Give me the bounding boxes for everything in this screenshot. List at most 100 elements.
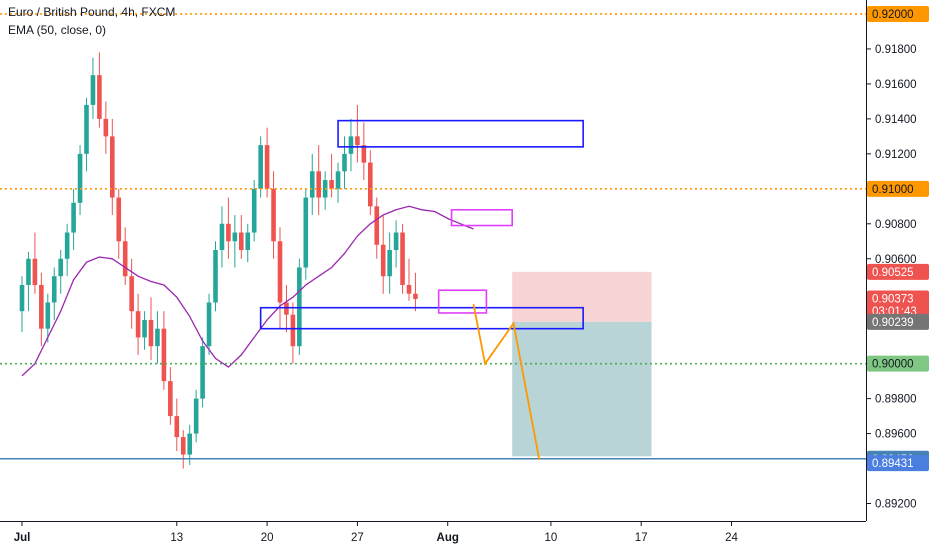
price-tick-label: 0.91400 bbox=[875, 114, 917, 126]
candle-body bbox=[90, 75, 96, 105]
price-tick-label: 0.90600 bbox=[875, 254, 917, 266]
time-tick-label: Jul bbox=[14, 532, 31, 544]
candle-body bbox=[51, 276, 57, 303]
candle-body bbox=[316, 171, 321, 198]
projection-path bbox=[472, 304, 541, 460]
candle-body bbox=[290, 314, 296, 347]
price-badge-bg bbox=[867, 290, 929, 307]
candle-body bbox=[116, 197, 122, 242]
drawn-boxes bbox=[259, 119, 584, 330]
candle-body bbox=[26, 258, 31, 285]
price-badges: 0.920000.910000.900000.894560.905250.903… bbox=[867, 5, 929, 472]
price-badge: 0.90525 bbox=[872, 267, 914, 279]
time-tick-label: 17 bbox=[635, 532, 648, 544]
candle-body bbox=[168, 381, 173, 417]
level-badge-bg bbox=[867, 180, 929, 197]
candle-body bbox=[309, 171, 315, 198]
candle-body bbox=[84, 104, 89, 154]
price-axis[interactable]: 0.91800 0.91600 0.91400 0.91200 0.90800 0.906… bbox=[866, 44, 917, 511]
price-badge: 0.90239 bbox=[872, 317, 914, 329]
level-badge: 0.91000 bbox=[872, 184, 914, 196]
magenta-zone-box bbox=[437, 289, 488, 314]
candle-body bbox=[226, 223, 231, 242]
level-badge: 0.90000 bbox=[872, 359, 914, 371]
magenta-zone-box bbox=[450, 208, 514, 227]
level-badge: 0.92000 bbox=[872, 9, 914, 21]
price-badge-bg bbox=[867, 313, 929, 330]
candle-body bbox=[187, 433, 192, 455]
level-badge-bg bbox=[867, 5, 929, 22]
price-badge: 0.89431 bbox=[872, 458, 914, 470]
candle-body bbox=[110, 136, 115, 198]
candle-body bbox=[297, 267, 302, 347]
candle-body bbox=[380, 244, 386, 277]
time-tick-label: 24 bbox=[725, 532, 738, 544]
time-axis[interactable]: Jul 13 20 27 Aug 10 17 24 bbox=[14, 521, 739, 544]
ema-line-group bbox=[21, 205, 474, 377]
candle-body bbox=[355, 136, 360, 146]
candle-body bbox=[239, 232, 244, 251]
candle-body bbox=[387, 250, 392, 277]
candle-body bbox=[193, 398, 199, 434]
candle-body bbox=[180, 437, 186, 455]
candle-body bbox=[342, 153, 347, 172]
price-tick-label: 0.89800 bbox=[875, 394, 917, 406]
candle-body bbox=[155, 328, 160, 347]
take-profit-zone bbox=[512, 321, 652, 457]
price-tick-label: 0.89200 bbox=[875, 499, 917, 511]
candle-body bbox=[303, 197, 309, 268]
time-tick-label: 20 bbox=[261, 532, 274, 544]
time-tick-label: 27 bbox=[351, 532, 364, 544]
price-tick-label: 0.91200 bbox=[875, 149, 917, 161]
price-tick-label: 0.89600 bbox=[875, 429, 917, 441]
candle-body bbox=[32, 258, 38, 285]
candle-body bbox=[413, 293, 418, 299]
candle-body bbox=[200, 346, 205, 399]
candle-body bbox=[232, 232, 238, 242]
candle-body bbox=[393, 232, 399, 251]
time-tick-label: 13 bbox=[170, 532, 183, 544]
position-zones bbox=[512, 271, 652, 457]
level-badge-bg bbox=[867, 355, 929, 372]
price-badge-bg bbox=[867, 455, 929, 472]
candle-body bbox=[39, 284, 44, 329]
candle-body bbox=[206, 302, 212, 347]
candle-body bbox=[245, 232, 251, 251]
candle-body bbox=[148, 319, 154, 347]
time-tick-label: 10 bbox=[545, 532, 558, 544]
candle-body bbox=[122, 241, 128, 277]
price-badge: 0.90373 bbox=[872, 293, 914, 305]
candle-body bbox=[277, 241, 283, 303]
stop-loss-zone bbox=[512, 271, 652, 322]
candle-body bbox=[142, 319, 147, 338]
candle-body bbox=[406, 284, 412, 294]
candle-body bbox=[329, 180, 334, 189]
blue-zone-box bbox=[337, 119, 584, 148]
indicator-legend: EMA (50, close, 0) bbox=[8, 23, 106, 37]
candle-body bbox=[361, 145, 367, 163]
price-tick-label: 0.90800 bbox=[875, 219, 917, 231]
candles bbox=[19, 52, 418, 469]
chart-title: Euro / British Pound, 4h, FXCM bbox=[8, 5, 175, 19]
candle-body bbox=[368, 162, 373, 207]
candle-body bbox=[77, 153, 83, 203]
candle-body bbox=[135, 311, 141, 338]
projection-line bbox=[472, 304, 541, 460]
candle-body bbox=[58, 258, 63, 277]
candle-body bbox=[264, 145, 270, 189]
candle-body bbox=[258, 145, 263, 189]
blue-zone-box bbox=[259, 306, 584, 330]
candle-body bbox=[213, 250, 218, 303]
candle-body bbox=[161, 328, 167, 382]
candle-body bbox=[271, 188, 276, 242]
candle-body bbox=[174, 416, 180, 438]
ema-line bbox=[21, 205, 474, 377]
price-badge-bg bbox=[867, 263, 929, 280]
candle-body bbox=[129, 276, 134, 312]
price-tick-label: 0.91600 bbox=[875, 79, 917, 91]
candle-body bbox=[103, 118, 109, 137]
candle-body bbox=[19, 284, 25, 312]
